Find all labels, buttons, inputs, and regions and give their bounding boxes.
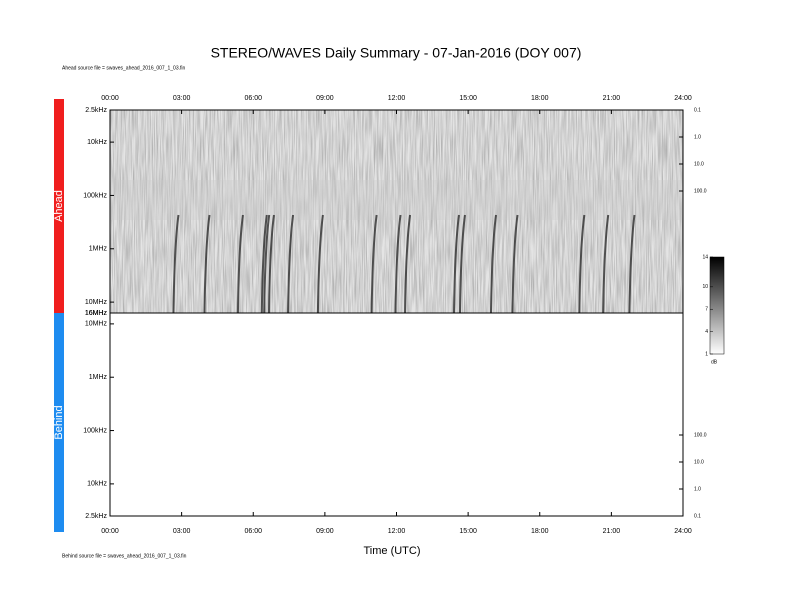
spectrogram-bg bbox=[110, 313, 683, 516]
radio-burst bbox=[394, 214, 402, 314]
x-tick-label: 03:00 bbox=[173, 95, 191, 102]
x-tick-label: 09:00 bbox=[316, 95, 334, 102]
radio-burst bbox=[316, 214, 324, 314]
colorbar-tick-label: 4 bbox=[705, 329, 708, 335]
y2-tick-label: 100.0 bbox=[694, 432, 707, 438]
x-tick-label: 00:00 bbox=[101, 95, 119, 102]
y2-tick-label: 0.1 bbox=[694, 513, 701, 519]
radio-burst bbox=[452, 214, 460, 314]
y2-tick-label: 1.0 bbox=[694, 486, 701, 492]
radio-burst bbox=[578, 214, 586, 314]
y-tick-label: 1MHz bbox=[89, 374, 108, 381]
panel-bar bbox=[54, 313, 64, 532]
radio-burst bbox=[511, 214, 519, 314]
radio-burst bbox=[267, 214, 275, 314]
radio-burst bbox=[263, 214, 271, 314]
y2-tick-label: 0.1 bbox=[694, 107, 701, 113]
x-tick-label: 12:00 bbox=[388, 95, 406, 102]
radio-burst bbox=[404, 214, 412, 314]
x-tick-label: 24:00 bbox=[674, 95, 692, 102]
y2-tick-label: 10.0 bbox=[694, 459, 704, 465]
source-note: Ahead source file = swaves_ahead_2016_00… bbox=[62, 65, 186, 71]
y-tick-label: 1MHz bbox=[89, 246, 108, 253]
x-tick-label: 03:00 bbox=[173, 528, 191, 535]
radio-burst bbox=[260, 214, 268, 314]
colorbar-label: dB bbox=[711, 359, 718, 365]
radio-burst bbox=[287, 214, 295, 314]
radio-burst bbox=[458, 214, 466, 314]
radio-burst bbox=[490, 214, 497, 314]
y-tick-label: 2.5kHz bbox=[85, 107, 107, 114]
y-tick-label: 100kHz bbox=[83, 192, 107, 199]
y-tick-label: 10MHz bbox=[85, 321, 108, 328]
y-tick-label: 16MHz bbox=[85, 310, 108, 317]
y-tick-label: 16MHz bbox=[85, 310, 108, 317]
radio-burst bbox=[172, 214, 180, 314]
radio-burst bbox=[602, 214, 610, 314]
y-tick-label: 10kHz bbox=[87, 139, 107, 146]
x-tick-label: 24:00 bbox=[674, 528, 692, 535]
radio-burst bbox=[203, 214, 211, 314]
radio-burst bbox=[370, 214, 378, 314]
x-tick-label: 06:00 bbox=[244, 95, 262, 102]
x-tick-label: 09:00 bbox=[316, 528, 334, 535]
x-axis-title: Time (UTC) bbox=[363, 545, 420, 557]
y2-tick-label: 100.0 bbox=[694, 188, 707, 194]
chart-title: STEREO/WAVES Daily Summary - 07-Jan-2016… bbox=[211, 45, 582, 61]
source-note: Behind source file = swaves_ahead_2016_0… bbox=[62, 553, 187, 559]
panel-name: Ahead bbox=[53, 190, 65, 222]
y-tick-label: 10MHz bbox=[85, 299, 108, 306]
y-tick-label: 10kHz bbox=[87, 481, 107, 488]
x-tick-label: 15:00 bbox=[459, 95, 477, 102]
colorbar bbox=[709, 256, 725, 355]
radio-burst bbox=[236, 214, 244, 314]
y-tick-label: 100kHz bbox=[83, 427, 107, 434]
spectrogram-band bbox=[110, 180, 683, 220]
colorbar-tick-label: 7 bbox=[705, 307, 708, 313]
x-tick-label: 00:00 bbox=[101, 528, 119, 535]
x-tick-label: 21:00 bbox=[603, 95, 621, 102]
panel-bar bbox=[54, 99, 64, 313]
y2-tick-label: 10.0 bbox=[694, 161, 704, 167]
colorbar-tick-label: 14 bbox=[702, 254, 708, 260]
x-tick-label: 18:00 bbox=[531, 95, 549, 102]
colorbar-tick-label: 1 bbox=[705, 351, 708, 357]
y2-tick-label: 1.0 bbox=[694, 134, 701, 140]
x-tick-label: 15:00 bbox=[459, 528, 477, 535]
x-tick-label: 18:00 bbox=[531, 528, 549, 535]
radio-burst bbox=[628, 214, 636, 314]
colorbar-tick-label: 10 bbox=[702, 284, 708, 290]
y-tick-label: 2.5kHz bbox=[85, 513, 107, 520]
x-tick-label: 21:00 bbox=[603, 528, 621, 535]
x-tick-label: 06:00 bbox=[244, 528, 262, 535]
panel-name: Behind bbox=[53, 405, 65, 439]
x-tick-label: 12:00 bbox=[388, 528, 406, 535]
